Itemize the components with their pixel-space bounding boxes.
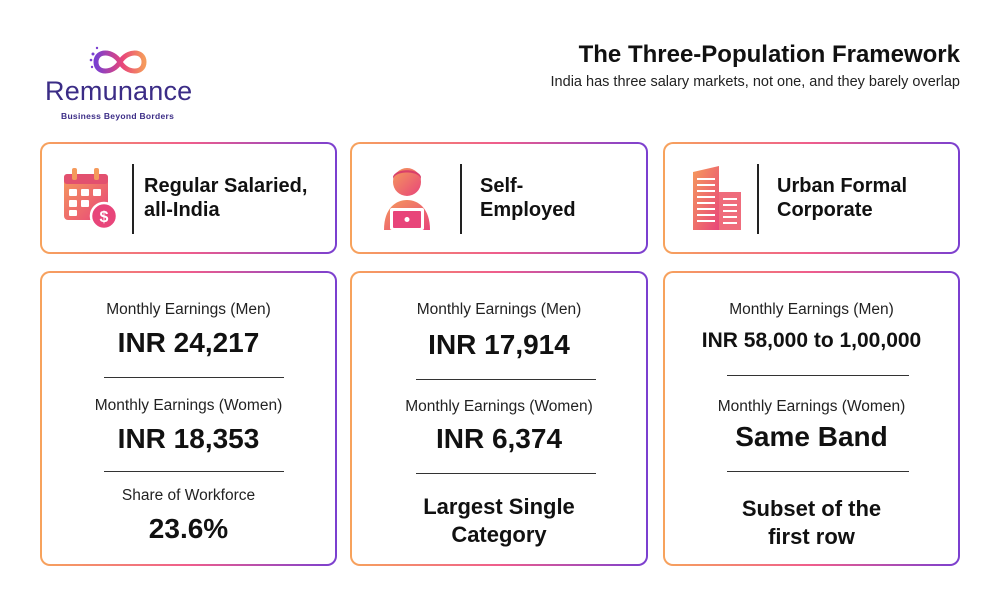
- stats-card-urban-formal: Monthly Earnings (Men) INR 58,000 to 1,0…: [663, 271, 960, 566]
- header-divider: [460, 164, 462, 234]
- divider: [416, 473, 596, 474]
- category-label: Regular Salaried, all-India: [144, 175, 308, 221]
- category-card-urban-formal: Urban Formal Corporate: [663, 142, 960, 254]
- divider: [727, 375, 909, 376]
- category-note: Largest Single Category: [423, 494, 575, 547]
- divider: [727, 471, 909, 472]
- women-earnings-value: Same Band: [735, 421, 888, 452]
- person-laptop-icon: [384, 168, 430, 230]
- office-buildings-icon: [693, 166, 741, 230]
- brand-name: Remunance: [45, 76, 193, 106]
- women-earnings-value: INR 18,353: [117, 423, 260, 454]
- men-earnings-value: INR 17,914: [428, 329, 570, 360]
- men-earnings-value: INR 58,000 to 1,00,000: [701, 329, 922, 352]
- brand-tagline: Business Beyond Borders: [61, 111, 175, 121]
- category-note: Subset of the first row: [741, 496, 882, 549]
- women-earnings-label: Monthly Earnings (Women): [405, 398, 593, 415]
- stats-card-regular-salaried: Monthly Earnings (Men) INR 24,217 Monthl…: [40, 271, 337, 566]
- svg-text:$: $: [100, 209, 109, 226]
- infinity-icon: [89, 46, 147, 74]
- page-title: The Three-Population Framework: [578, 41, 960, 68]
- category-card-regular-salaried: $ Regular Salaried, all-India: [40, 142, 337, 254]
- category-card-self-employed: Self-Employed: [350, 142, 648, 254]
- calendar-currency-icon: $: [64, 168, 119, 231]
- category-label: Urban Formal Corporate: [777, 175, 908, 221]
- header-divider: [132, 164, 134, 234]
- category-label: Self-Employed: [480, 175, 576, 221]
- page-subtitle: India has three salary markets, not one,…: [550, 74, 960, 90]
- workforce-share-value: 23.6%: [148, 513, 229, 544]
- brand-logo: Remunance Business Beyond Borders: [40, 40, 210, 130]
- men-earnings-label: Monthly Earnings (Men): [416, 301, 582, 318]
- women-earnings-value: INR 6,374: [435, 423, 563, 454]
- header-divider: [757, 164, 759, 234]
- women-earnings-label: Monthly Earnings (Women): [94, 397, 283, 414]
- women-earnings-label: Monthly Earnings (Women): [717, 398, 906, 415]
- men-earnings-value: INR 24,217: [117, 327, 260, 358]
- divider: [416, 379, 596, 380]
- divider: [104, 377, 284, 378]
- workforce-share-label: Share of Workforce: [121, 487, 256, 504]
- men-earnings-label: Monthly Earnings (Men): [729, 301, 894, 318]
- men-earnings-label: Monthly Earnings (Men): [106, 301, 271, 318]
- stats-card-self-employed: Monthly Earnings (Men) INR 17,914 Monthl…: [350, 271, 648, 566]
- divider: [104, 471, 284, 472]
